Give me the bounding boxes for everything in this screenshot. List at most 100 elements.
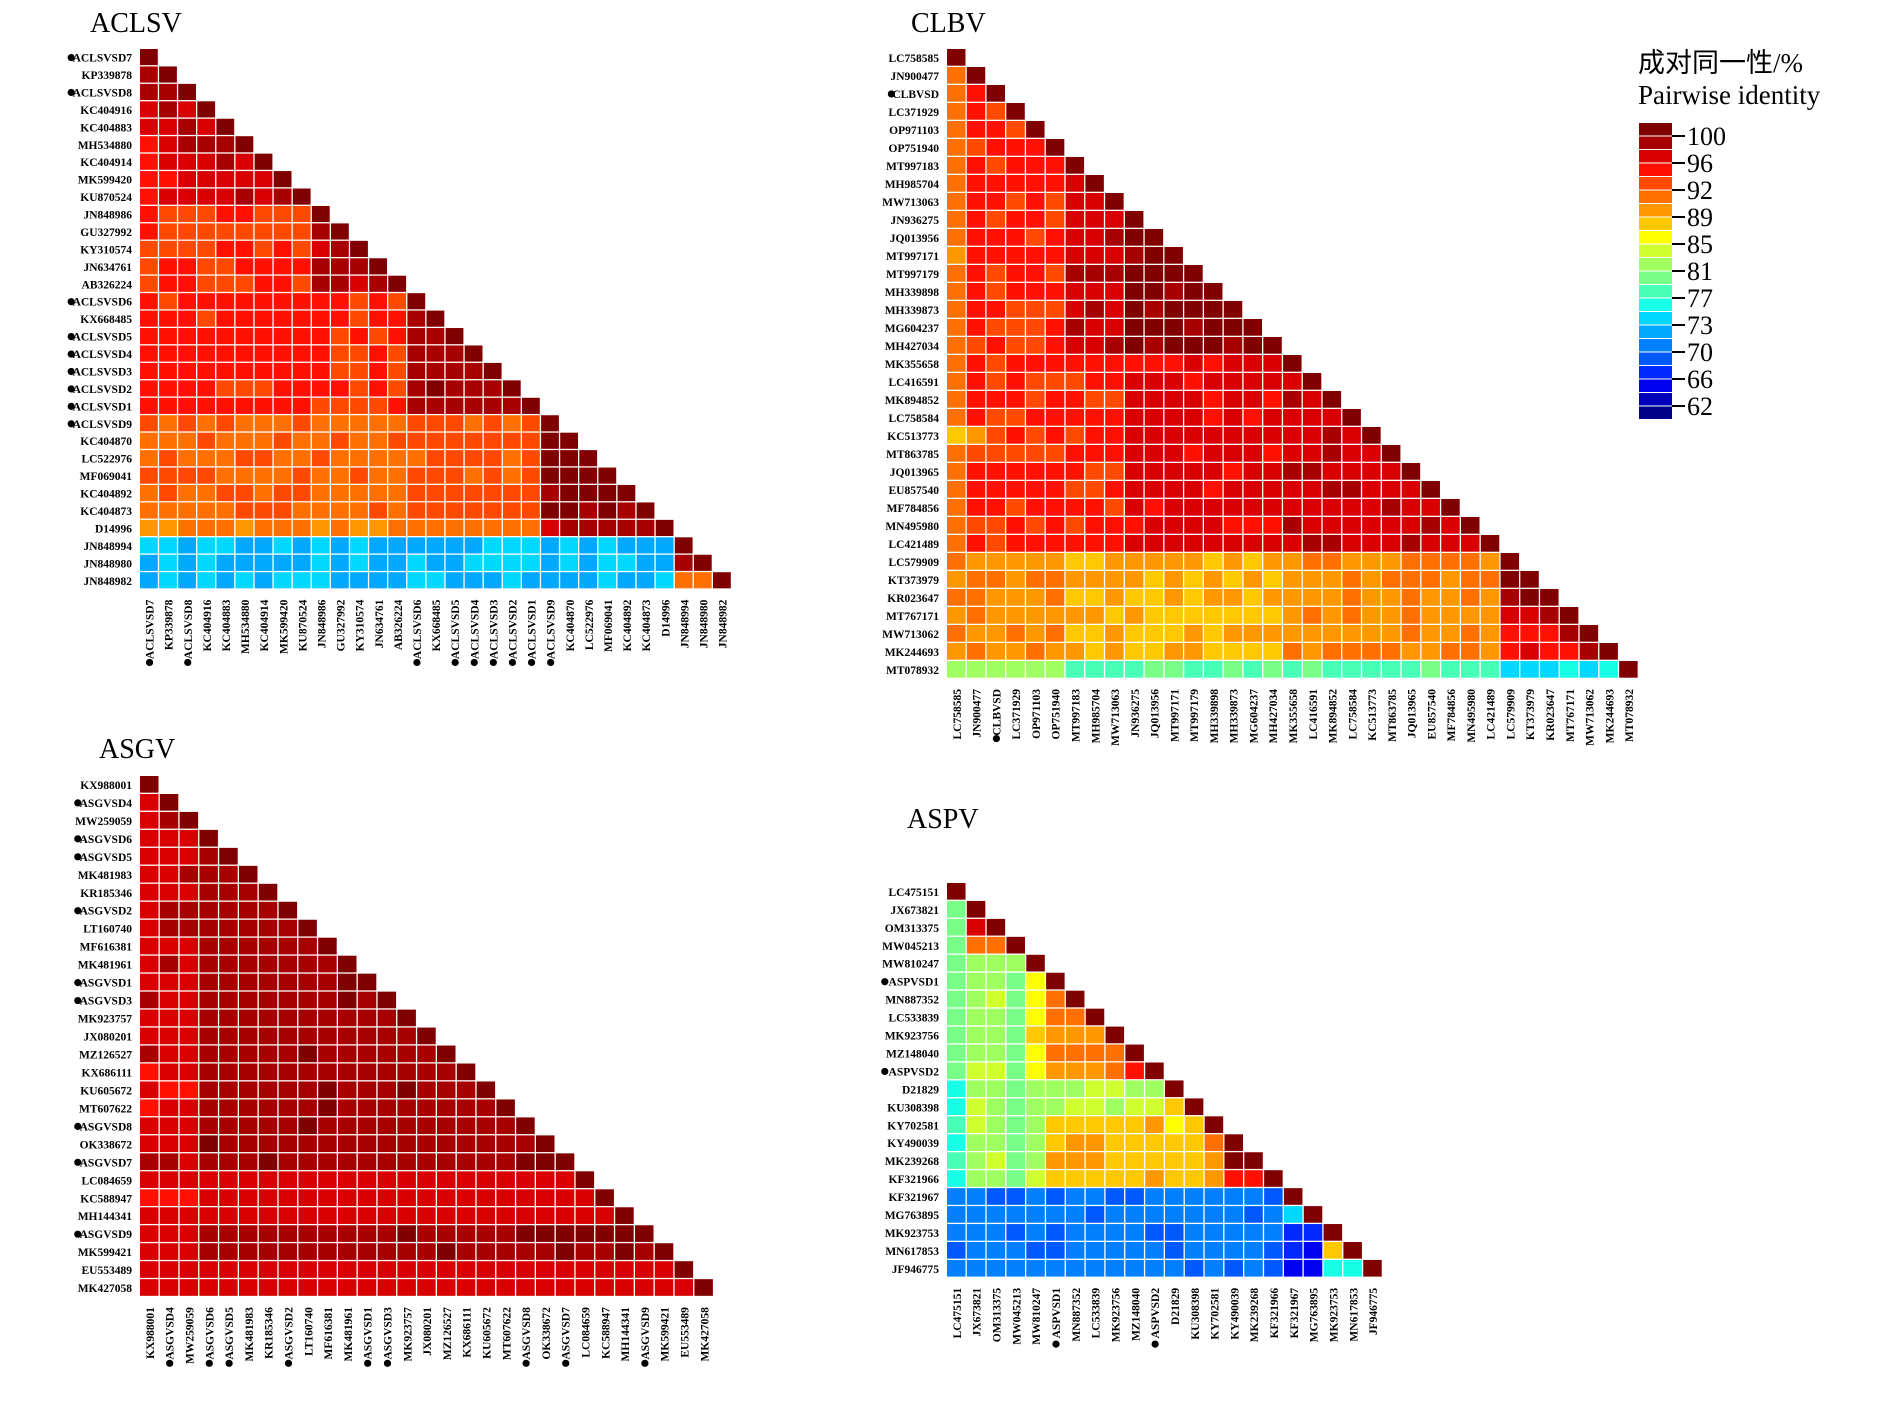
- heatmap-cell: [216, 240, 235, 257]
- heatmap-cell: [278, 1063, 298, 1081]
- heatmap-cell: [1223, 301, 1243, 318]
- column-label: OP971103: [1031, 689, 1043, 739]
- column-label: MT997183: [1071, 689, 1083, 742]
- heatmap-cell: [199, 1279, 218, 1296]
- heatmap-cell: [496, 1171, 515, 1189]
- heatmap-cell: [1204, 1188, 1224, 1205]
- heatmap-cell: [338, 1261, 357, 1278]
- heatmap-cell: [1105, 1224, 1125, 1241]
- heatmap-cell: [197, 485, 216, 502]
- heatmap-cell: [298, 1153, 317, 1171]
- column-label: MT997171: [1169, 689, 1181, 742]
- heatmap-cell: [239, 973, 258, 991]
- heatmap-cell: [1085, 175, 1104, 192]
- heatmap-cell: [140, 188, 158, 205]
- heatmap-cell: [456, 1189, 476, 1206]
- heatmap-cell: [1224, 1188, 1243, 1205]
- heatmap-cell: [522, 485, 540, 502]
- heatmap-cell: [1480, 643, 1500, 660]
- heatmap-cell: [598, 502, 617, 519]
- heatmap-cell: [1263, 535, 1282, 552]
- heatmap-cell: [369, 537, 387, 554]
- heatmap-cell: [1026, 1259, 1045, 1277]
- heatmap-cell: [1065, 571, 1085, 588]
- heatmap-cell: [947, 283, 966, 300]
- column-label: KC513773: [1367, 689, 1379, 741]
- heatmap-cell: [1065, 517, 1085, 534]
- sample-marker-dot: [364, 1359, 372, 1367]
- heatmap-cell: [516, 1225, 535, 1242]
- heatmap-cell: [357, 1117, 377, 1135]
- heatmap-cell: [178, 345, 196, 362]
- column-label: ACLSVSD9: [546, 599, 558, 659]
- heatmap-cell: [258, 1225, 278, 1242]
- heatmap-cell: [1264, 1170, 1283, 1187]
- heatmap-cell: [1164, 463, 1183, 480]
- heatmap-cell: [1381, 589, 1401, 606]
- heatmap-cell: [947, 900, 966, 918]
- heatmap-cell: [496, 1135, 515, 1153]
- heatmap-cell: [397, 1261, 416, 1278]
- heatmap-cell: [1105, 643, 1124, 660]
- row-label: ASGVSD1: [80, 978, 133, 990]
- heatmap-cell: [254, 328, 273, 345]
- row-label: MH427034: [885, 341, 940, 353]
- heatmap-cell: [426, 345, 445, 362]
- heatmap-cell: [216, 450, 235, 467]
- heatmap-cell: [318, 1117, 337, 1135]
- heatmap-cell: [350, 537, 368, 554]
- heatmap-cell: [595, 1207, 614, 1224]
- heatmap-cell: [522, 502, 540, 519]
- heatmap-cell: [216, 432, 235, 449]
- heatmap-cell: [199, 865, 218, 883]
- legend-tick-label: 92: [1687, 176, 1713, 205]
- heatmap-cell: [350, 485, 368, 502]
- heatmap-cell: [986, 571, 1006, 588]
- heatmap-cell: [1322, 427, 1342, 444]
- heatmap-cell: [1026, 1116, 1045, 1133]
- heatmap-cell: [1144, 229, 1164, 246]
- heatmap-cell: [437, 1261, 456, 1278]
- heatmap-cell: [1046, 1044, 1065, 1062]
- heatmap-cell: [1145, 1080, 1164, 1098]
- heatmap-cell: [388, 397, 407, 414]
- heatmap-cell: [1045, 265, 1065, 282]
- heatmap-cell: [947, 1026, 966, 1044]
- heatmap-cell: [598, 572, 617, 589]
- heatmap-cell: [1224, 1170, 1243, 1187]
- heatmap-cell: [216, 328, 235, 345]
- heatmap-cell: [1125, 1134, 1144, 1151]
- heatmap-cell: [1322, 625, 1342, 642]
- heatmap-cell: [1105, 481, 1124, 498]
- heatmap-cell: [397, 1171, 416, 1189]
- heatmap-cell: [235, 188, 254, 205]
- heatmap-cell: [1046, 1062, 1065, 1080]
- heatmap-cell: [1441, 499, 1460, 516]
- heatmap-cell: [1026, 1008, 1045, 1026]
- heatmap-cell: [1105, 283, 1124, 300]
- heatmap-cell: [1381, 445, 1401, 462]
- heatmap-cell: [216, 554, 235, 571]
- heatmap-cell: [1283, 607, 1302, 624]
- heatmap-cell: [1243, 445, 1263, 462]
- heatmap-cell: [273, 328, 292, 345]
- row-label: KF321967: [889, 1192, 940, 1204]
- heatmap-cell: [311, 415, 330, 432]
- heatmap-cell: [579, 450, 598, 467]
- heatmap-cell: [397, 1135, 416, 1153]
- heatmap-cell: [1085, 193, 1104, 210]
- heatmap-cell: [1223, 589, 1243, 606]
- heatmap-cell: [292, 275, 311, 292]
- heatmap-cell: [239, 937, 258, 955]
- row-label: ASPVSD1: [889, 977, 940, 989]
- heatmap-cell: [1204, 391, 1223, 408]
- heatmap-cell: [1302, 607, 1322, 624]
- heatmap-cell: [178, 519, 196, 537]
- heatmap-cell: [966, 1008, 986, 1026]
- heatmap-cell: [254, 258, 273, 275]
- heatmap-cell: [1045, 499, 1065, 516]
- heatmap-cell: [1026, 445, 1045, 462]
- heatmap-cell: [1026, 1134, 1045, 1151]
- heatmap-cell: [947, 265, 966, 282]
- heatmap-cell: [1204, 1152, 1224, 1169]
